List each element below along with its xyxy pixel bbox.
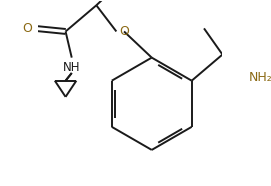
Text: NH: NH (63, 61, 80, 74)
Text: O: O (119, 25, 129, 38)
Text: NH₂: NH₂ (249, 71, 271, 84)
Text: O: O (22, 22, 32, 35)
